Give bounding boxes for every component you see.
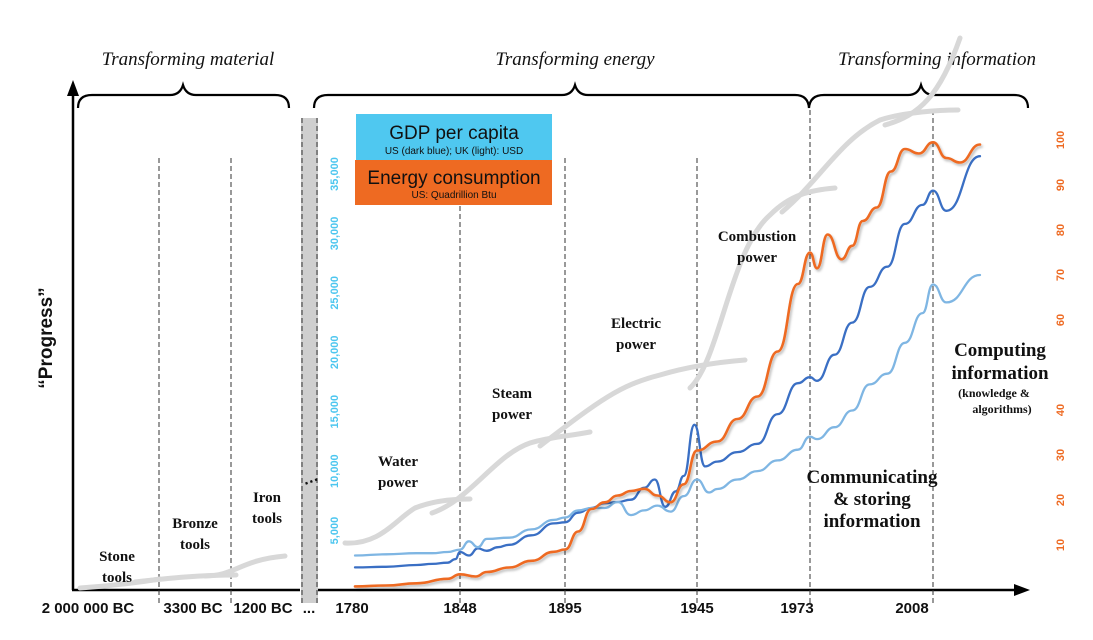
phase-combustion-line2: power <box>737 250 777 266</box>
phase-bronze-line1: Bronze <box>172 516 218 532</box>
phase-stone-line2: tools <box>102 570 132 586</box>
left-axis-tick-label: 25,000 <box>329 276 341 310</box>
s-curve-steam <box>429 429 593 516</box>
era-label-energy: Transforming energy <box>495 49 655 70</box>
phase-electric-line1: Electric <box>611 316 661 332</box>
left-axis-tick-label: 35,000 <box>329 157 341 191</box>
series-line-us-energy-consumption <box>353 141 982 588</box>
x-tick-label: 2008 <box>895 600 928 617</box>
legend-gdp-box <box>356 114 552 160</box>
s-curve-computing <box>882 35 963 128</box>
phase-electric-line2: power <box>616 337 656 353</box>
phase-computing-sub2: algorithms) <box>972 402 1031 416</box>
right-axis-tick-label: 30 <box>1055 449 1067 461</box>
phase-combustion-line1: Combustion <box>718 229 797 245</box>
x-tick-label: 1945 <box>680 600 713 617</box>
series-line-us-gdp-per-capita <box>353 155 982 569</box>
era-label-material: Transforming material <box>102 49 275 70</box>
right-axis-tick-label: 90 <box>1055 179 1067 191</box>
right-axis-tick-label: 70 <box>1055 269 1067 281</box>
series-line-uk-gdp-per-capita <box>353 273 982 557</box>
phase-computing-line1: Computing <box>954 340 1046 361</box>
x-tick-label: 1973 <box>780 600 813 617</box>
y-axis-arrow <box>67 80 79 96</box>
phase-communicating-line1: Communicating <box>807 467 938 488</box>
phase-stone-line1: Stone <box>99 549 135 565</box>
left-axis-tick-label: 15,000 <box>329 395 341 429</box>
left-axis-tick-label: 10,000 <box>329 454 341 488</box>
phase-water-line2: power <box>378 475 418 491</box>
right-axis-tick-label: 10 <box>1055 539 1067 551</box>
brace-material <box>76 81 291 109</box>
s-curve-combustion <box>687 185 838 391</box>
right-axis-tick-label: 60 <box>1055 314 1067 326</box>
right-axis-ticks: 10 20 30 40 60 70 80 90 100 <box>1055 131 1067 551</box>
phase-steam-line1: Steam <box>492 386 532 402</box>
legend-energy-subtitle: US: Quadrillion Btu <box>411 190 496 201</box>
x-tick-label: 1780 <box>335 600 368 617</box>
x-axis-arrow <box>1014 584 1030 596</box>
s-curve-communicating <box>779 107 961 215</box>
s-curve-water <box>342 496 473 546</box>
x-tick-label: 1895 <box>548 600 581 617</box>
left-axis-tick-label: 5,000 <box>329 517 341 545</box>
x-tick-label: 1200 BC <box>233 600 292 617</box>
brace-information <box>807 81 1030 109</box>
legend-gdp-title: GDP per capita <box>389 123 519 144</box>
right-axis-tick-label: 100 <box>1055 131 1067 149</box>
phase-bronze-line2: tools <box>180 537 210 553</box>
phase-labels: Stone tools Bronze tools Iron tools Wate… <box>99 229 1049 586</box>
era-label-information: Transforming information <box>838 49 1036 70</box>
phase-computing-sub1: (knowledge & <box>958 386 1030 400</box>
y-axis-label: “Progress” <box>36 287 57 388</box>
right-axis-tick-label: 20 <box>1055 494 1067 506</box>
x-tick-label: 3300 BC <box>163 600 222 617</box>
legend-gdp-subtitle: US (dark blue); UK (light): USD <box>385 146 523 157</box>
legend-energy-box <box>355 160 552 205</box>
phase-iron-line2: tools <box>252 511 282 527</box>
phase-water-line1: Water <box>378 454 418 470</box>
technology-s-curves <box>77 35 963 591</box>
s-curve-electric <box>537 357 748 449</box>
legend: GDP per capita US (dark blue); UK (light… <box>355 114 552 205</box>
phase-computing-line2: information <box>951 363 1049 384</box>
left-axis-ticks: 5,000 10,000 15,000 20,000 25,000 30,000 35,00… <box>329 157 341 544</box>
legend-energy-title: Energy consumption <box>367 168 540 189</box>
left-axis-tick-label: 20,000 <box>329 335 341 369</box>
break-marker: … <box>300 468 321 489</box>
right-axis-tick-label: 40 <box>1055 404 1067 416</box>
phase-steam-line2: power <box>492 407 532 423</box>
brace-energy <box>312 81 811 109</box>
x-tick-label: 2 000 000 BC <box>42 600 135 617</box>
x-tick-label: ... <box>303 600 316 617</box>
series-layer <box>353 141 982 588</box>
right-axis-tick-label: 80 <box>1055 224 1067 236</box>
x-tick-labels: 2 000 000 BC 3300 BC 1200 BC ... 1780 18… <box>42 600 929 617</box>
axis-break-band <box>301 118 318 603</box>
x-tick-label: 1848 <box>443 600 476 617</box>
phase-communicating-line3: information <box>823 511 921 532</box>
s-curve-iron <box>202 553 288 579</box>
left-axis-tick-label: 30,000 <box>329 217 341 251</box>
phase-iron-line1: Iron <box>253 490 282 506</box>
phase-communicating-line2: & storing <box>833 489 911 510</box>
